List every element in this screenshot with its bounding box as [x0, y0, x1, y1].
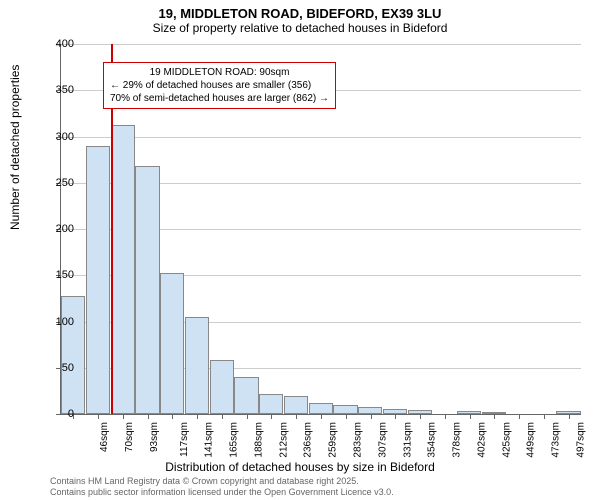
xtick-mark — [494, 414, 495, 419]
xtick-mark — [321, 414, 322, 419]
ytick-label: 0 — [44, 408, 74, 420]
ytick-label: 50 — [44, 362, 74, 374]
xtick-label: 93sqm — [149, 422, 160, 452]
xtick-label: 46sqm — [99, 422, 110, 452]
xtick-mark — [470, 414, 471, 419]
xtick-label: 165sqm — [229, 422, 240, 458]
footer-line-2: Contains public sector information licen… — [50, 487, 394, 498]
histogram-bar — [358, 407, 382, 414]
histogram-bar — [160, 273, 184, 414]
xtick-mark — [296, 414, 297, 419]
footer-line-1: Contains HM Land Registry data © Crown c… — [50, 476, 394, 487]
ytick-label: 250 — [44, 177, 74, 189]
xtick-mark — [445, 414, 446, 419]
xtick-mark — [569, 414, 570, 419]
xtick-mark — [197, 414, 198, 419]
annotation-line: ← 29% of detached houses are smaller (35… — [110, 79, 329, 92]
xtick-label: 473sqm — [551, 422, 562, 458]
xtick-mark — [148, 414, 149, 419]
plot-region: 19 MIDDLETON ROAD: 90sqm← 29% of detache… — [60, 44, 581, 415]
histogram-bar — [234, 377, 258, 414]
y-axis-label: Number of detached properties — [8, 65, 22, 230]
xtick-label: 425sqm — [501, 422, 512, 458]
xtick-label: 283sqm — [353, 422, 364, 458]
xtick-label: 70sqm — [124, 422, 135, 452]
xtick-mark — [346, 414, 347, 419]
xtick-mark — [172, 414, 173, 419]
annotation-box: 19 MIDDLETON ROAD: 90sqm← 29% of detache… — [103, 62, 336, 109]
xtick-mark — [98, 414, 99, 419]
xtick-mark — [519, 414, 520, 419]
xtick-label: 449sqm — [526, 422, 537, 458]
xtick-label: 188sqm — [254, 422, 265, 458]
xtick-label: 497sqm — [575, 422, 586, 458]
chart-container: 19, MIDDLETON ROAD, BIDEFORD, EX39 3LU S… — [0, 0, 600, 500]
xtick-label: 117sqm — [179, 422, 190, 457]
histogram-bar — [61, 296, 85, 414]
xtick-mark — [123, 414, 124, 419]
histogram-bar — [284, 396, 308, 415]
xtick-label: 378sqm — [452, 422, 463, 458]
attribution-footer: Contains HM Land Registry data © Crown c… — [50, 476, 394, 498]
xtick-mark — [247, 414, 248, 419]
xtick-mark — [544, 414, 545, 419]
histogram-bar — [135, 166, 159, 414]
xtick-mark — [420, 414, 421, 419]
histogram-bar — [259, 394, 283, 414]
histogram-bar — [210, 360, 234, 414]
histogram-bar — [185, 317, 209, 414]
histogram-bar — [86, 146, 110, 414]
ytick-label: 150 — [44, 269, 74, 281]
ytick-label: 350 — [44, 84, 74, 96]
gridline — [61, 44, 581, 45]
ytick-label: 400 — [44, 38, 74, 50]
xtick-mark — [222, 414, 223, 419]
x-axis-label: Distribution of detached houses by size … — [0, 460, 600, 474]
gridline — [61, 137, 581, 138]
histogram-bar — [309, 403, 333, 414]
ytick-label: 100 — [44, 316, 74, 328]
xtick-label: 331sqm — [402, 422, 413, 458]
ytick-label: 200 — [44, 223, 74, 235]
xtick-mark — [395, 414, 396, 419]
ytick-label: 300 — [44, 131, 74, 143]
chart-area: 19 MIDDLETON ROAD: 90sqm← 29% of detache… — [60, 44, 580, 414]
xtick-label: 212sqm — [278, 422, 289, 458]
xtick-mark — [271, 414, 272, 419]
xtick-label: 259sqm — [328, 422, 339, 458]
histogram-bar — [111, 125, 135, 414]
xtick-mark — [371, 414, 372, 419]
page-title: 19, MIDDLETON ROAD, BIDEFORD, EX39 3LU — [0, 0, 600, 21]
histogram-bar — [333, 405, 357, 414]
xtick-label: 402sqm — [476, 422, 487, 458]
annotation-line: 70% of semi-detached houses are larger (… — [110, 92, 329, 105]
xtick-label: 307sqm — [377, 422, 388, 458]
annotation-line: 19 MIDDLETON ROAD: 90sqm — [110, 66, 329, 79]
page-subtitle: Size of property relative to detached ho… — [0, 21, 600, 39]
xtick-label: 141sqm — [204, 422, 215, 458]
xtick-label: 354sqm — [427, 422, 438, 458]
xtick-label: 236sqm — [303, 422, 314, 458]
